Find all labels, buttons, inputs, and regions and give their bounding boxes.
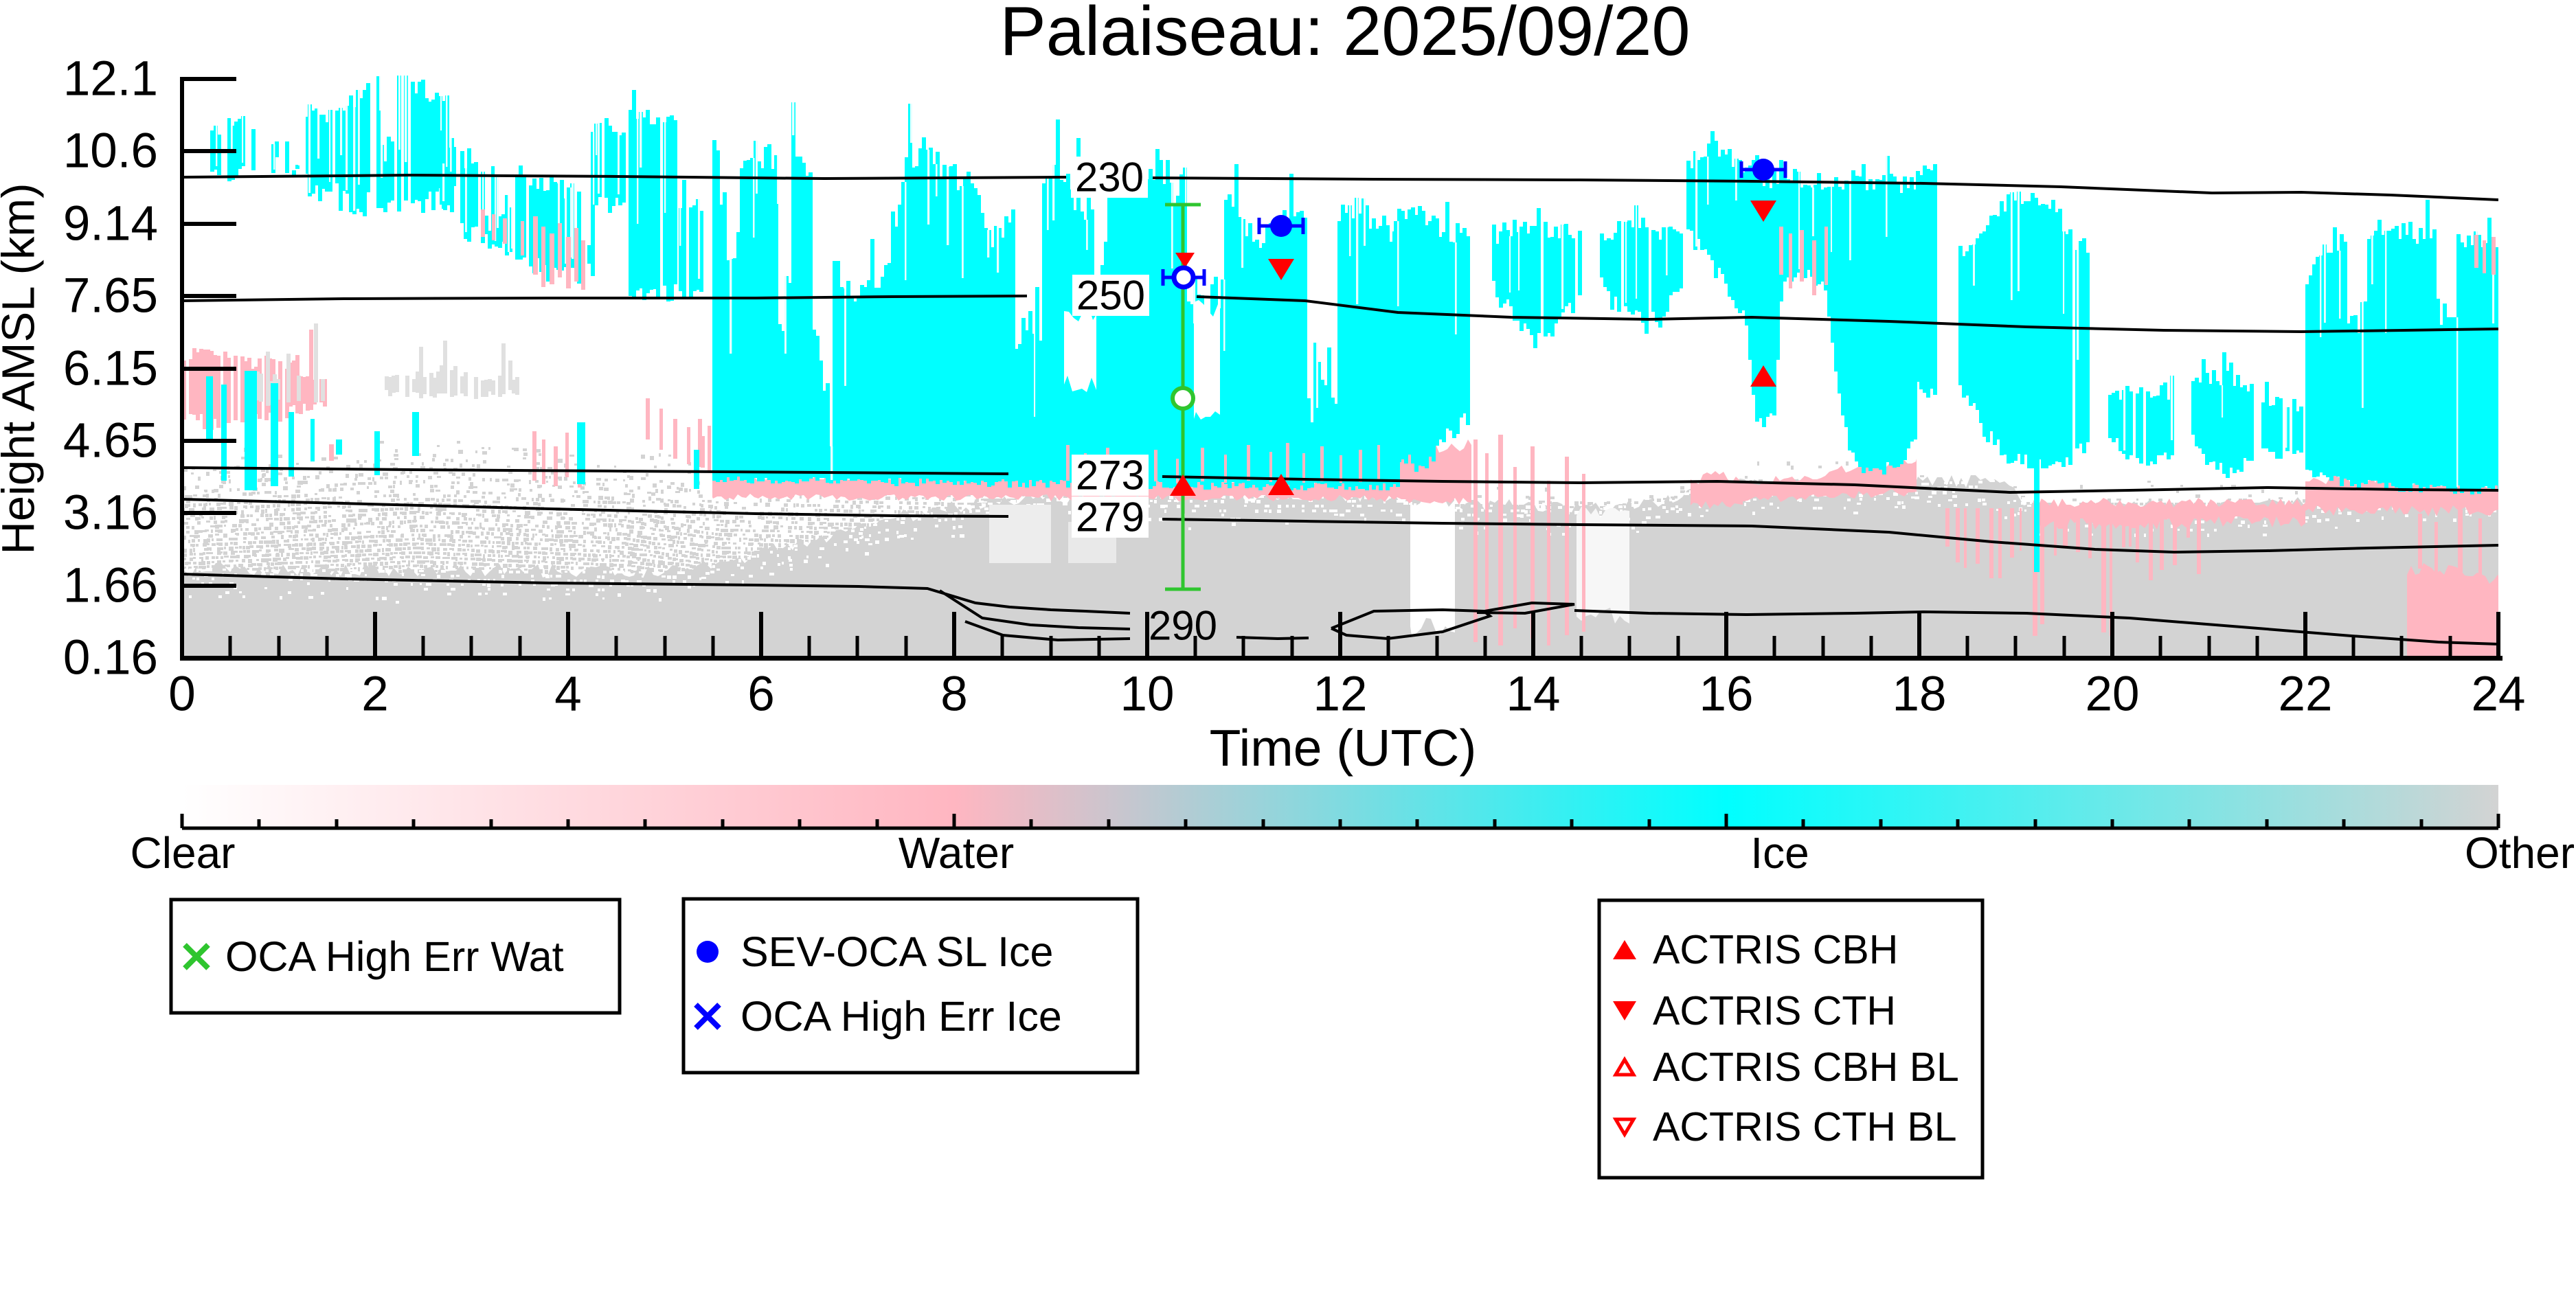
svg-text:12.1: 12.1 xyxy=(63,52,158,106)
svg-text:4.65: 4.65 xyxy=(63,414,158,468)
svg-text:7.65: 7.65 xyxy=(63,269,158,323)
svg-text:9.14: 9.14 xyxy=(63,197,158,251)
svg-text:10: 10 xyxy=(1120,667,1175,722)
svg-text:18: 18 xyxy=(1893,667,1947,722)
svg-text:4: 4 xyxy=(554,667,582,722)
svg-text:ACTRIS CTH BL: ACTRIS CTH BL xyxy=(1653,1104,1957,1150)
svg-text:20: 20 xyxy=(2086,667,2140,722)
svg-text:0.16: 0.16 xyxy=(63,631,158,685)
svg-text:273: 273 xyxy=(1076,453,1144,499)
svg-text:Other: Other xyxy=(2465,828,2575,878)
svg-text:SEV-OCA SL Ice: SEV-OCA SL Ice xyxy=(741,928,1053,975)
svg-text:22: 22 xyxy=(2279,667,2333,722)
svg-text:Water: Water xyxy=(899,828,1014,878)
svg-text:Clear: Clear xyxy=(131,828,236,878)
svg-text:6.15: 6.15 xyxy=(63,342,158,396)
svg-text:Height AMSL (km): Height AMSL (km) xyxy=(0,183,45,554)
svg-text:Time (UTC): Time (UTC) xyxy=(1210,719,1477,777)
svg-text:8: 8 xyxy=(940,667,968,722)
svg-text:279: 279 xyxy=(1076,494,1144,540)
svg-text:12: 12 xyxy=(1313,667,1368,722)
svg-text:Palaiseau: 2025/09/20: Palaiseau: 2025/09/20 xyxy=(999,0,1690,70)
svg-text:ACTRIS CTH: ACTRIS CTH xyxy=(1653,988,1896,1033)
svg-text:6: 6 xyxy=(747,667,775,722)
svg-text:16: 16 xyxy=(1699,667,1754,722)
svg-text:ACTRIS CBH: ACTRIS CBH xyxy=(1653,927,1898,972)
svg-text:24: 24 xyxy=(2472,667,2526,722)
svg-text:OCA High Err Ice: OCA High Err Ice xyxy=(741,993,1062,1040)
svg-text:1.66: 1.66 xyxy=(63,559,158,613)
svg-text:2: 2 xyxy=(361,667,389,722)
svg-text:ACTRIS CBH BL: ACTRIS CBH BL xyxy=(1653,1044,1959,1090)
svg-text:230: 230 xyxy=(1075,155,1144,201)
svg-text:0: 0 xyxy=(168,667,196,722)
svg-text:10.6: 10.6 xyxy=(63,124,158,179)
svg-text:Ice: Ice xyxy=(1750,828,1809,878)
svg-text:290: 290 xyxy=(1149,603,1217,649)
svg-text:OCA High Err Wat: OCA High Err Wat xyxy=(225,933,564,980)
svg-text:14: 14 xyxy=(1506,667,1561,722)
svg-text:3.16: 3.16 xyxy=(63,486,158,540)
svg-text:250: 250 xyxy=(1076,273,1145,319)
